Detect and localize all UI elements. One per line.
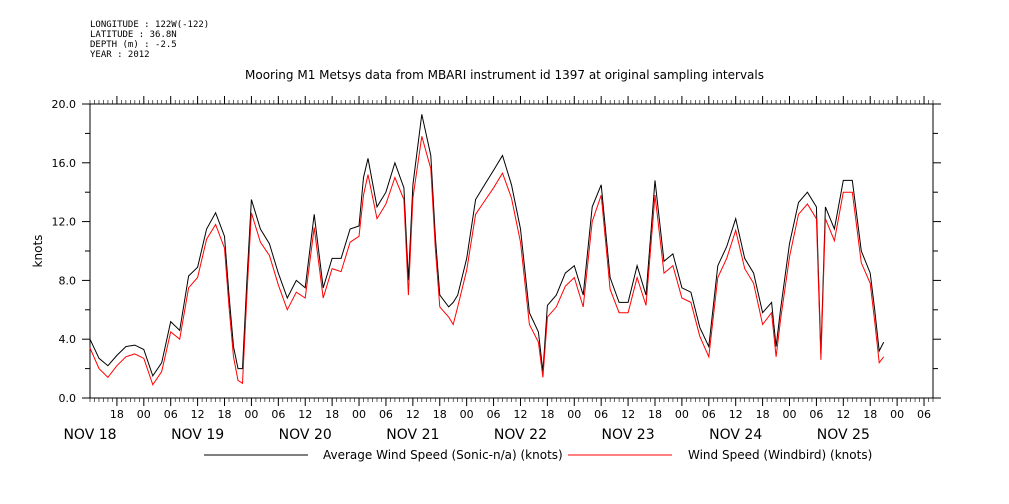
- latitude-label: LATITUDE : 36.8N: [90, 30, 177, 40]
- hour-tick-label: 06: [271, 408, 285, 421]
- hour-tick-label: 06: [164, 408, 178, 421]
- hour-tick-label: 12: [836, 408, 850, 421]
- longitude-label: LONGITUDE : 122W(-122): [90, 20, 210, 30]
- hour-tick-label: 18: [540, 408, 554, 421]
- hour-tick-label: 06: [594, 408, 608, 421]
- depth-label: DEPTH (m) : -2.5: [90, 40, 177, 50]
- hour-tick-label: 06: [809, 408, 823, 421]
- hour-tick-label: 00: [675, 408, 689, 421]
- hour-tick-label: 06: [702, 408, 716, 421]
- hour-tick-label: 00: [244, 408, 258, 421]
- hour-tick-label: 18: [325, 408, 339, 421]
- hour-tick-label: 06: [379, 408, 393, 421]
- hour-tick-label: 18: [863, 408, 877, 421]
- series-line-windbird-wind-speed: [89, 136, 885, 386]
- hour-tick-label: 18: [433, 408, 447, 421]
- y-tick-label: 8.0: [59, 274, 77, 287]
- hour-tick-label: 06: [917, 408, 931, 421]
- hour-tick-label: 18: [110, 408, 124, 421]
- hour-tick-label: 12: [621, 408, 635, 421]
- hour-tick-label: 00: [137, 408, 151, 421]
- y-tick-label: 16.0: [52, 157, 77, 170]
- hour-tick-label: 12: [513, 408, 527, 421]
- station-metadata: LONGITUDE : 122W(-122) LATITUDE : 36.8N …: [90, 20, 209, 60]
- hour-tick-label: 18: [756, 408, 770, 421]
- hour-tick-label: 12: [191, 408, 205, 421]
- y-tick-label: 12.0: [52, 216, 77, 229]
- day-tick-label: NOV 25: [817, 427, 870, 443]
- hour-tick-label: 12: [406, 408, 420, 421]
- hour-tick-label: 18: [648, 408, 662, 421]
- hour-tick-label: 00: [783, 408, 797, 421]
- series-line-average-wind-speed: [89, 114, 885, 378]
- plot-frame: [89, 103, 934, 399]
- day-tick-label: NOV 18: [63, 427, 116, 443]
- chart-title: Mooring M1 Metsys data from MBARI instru…: [245, 68, 764, 82]
- hour-tick-label: 00: [352, 408, 366, 421]
- legend-label-average: Average Wind Speed (Sonic-n/a) (knots): [323, 448, 563, 462]
- y-tick-label: 20.0: [52, 98, 77, 111]
- day-tick-label: NOV 20: [279, 427, 332, 443]
- hour-tick-label: 18: [218, 408, 232, 421]
- hour-tick-label: 12: [729, 408, 743, 421]
- year-label: YEAR : 2012: [90, 50, 150, 60]
- day-tick-label: NOV 19: [171, 427, 224, 443]
- hour-tick-label: 00: [567, 408, 581, 421]
- day-tick-label: NOV 24: [709, 427, 762, 443]
- hour-tick-label: 12: [298, 408, 312, 421]
- hour-tick-label: 00: [890, 408, 904, 421]
- day-tick-label: NOV 21: [386, 427, 439, 443]
- day-tick-label: NOV 23: [602, 427, 655, 443]
- day-tick-label: NOV 22: [494, 427, 547, 443]
- hour-tick-label: 06: [487, 408, 501, 421]
- hour-tick-label: 00: [460, 408, 474, 421]
- y-axis-label: knots: [31, 235, 45, 268]
- y-tick-label: 4.0: [59, 333, 77, 346]
- legend-label-windbird: Wind Speed (Windbird) (knots): [688, 448, 872, 462]
- y-tick-label: 0.0: [59, 392, 77, 405]
